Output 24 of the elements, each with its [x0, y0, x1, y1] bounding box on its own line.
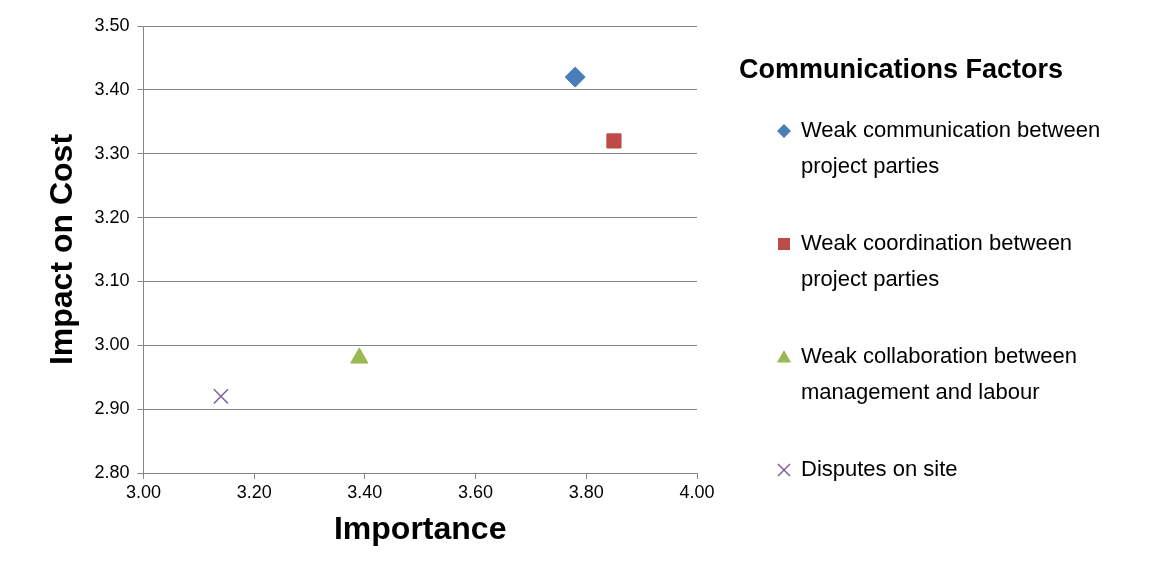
point [213, 388, 229, 405]
y-axis-title: Impact on Cost [43, 133, 80, 366]
x-tick-label: 3.60 [458, 481, 494, 502]
point [606, 133, 622, 149]
y-tick-label: 3.50 [94, 14, 130, 35]
y-tick-label: 3.40 [94, 78, 130, 99]
y-tick-label: 3.10 [94, 270, 130, 291]
x-tick-label: 4.00 [679, 481, 715, 502]
y-tick-label: 3.20 [94, 206, 130, 227]
y-tick-label: 3.30 [94, 142, 130, 163]
y-tick-label: 2.90 [94, 398, 130, 419]
legend-label: Weak coordination between project parties [801, 230, 1073, 292]
x-axis-title: Importance [333, 509, 507, 546]
legend-label: Disputes on site [801, 456, 958, 482]
x-tick-label: 3.40 [347, 481, 383, 502]
legend-label: Weak collaboration between management and labour [801, 343, 1077, 405]
x-tick-label: 3.20 [236, 481, 272, 502]
legend-label: Weak communication between project parties [801, 117, 1101, 179]
point [564, 66, 586, 88]
x-tick-label: 3.00 [125, 481, 161, 502]
legend-title: Communications Factors [739, 54, 1064, 85]
y-tick-label: 3.00 [94, 334, 130, 355]
y-tick-label: 2.80 [94, 461, 130, 482]
x-tick-label: 3.80 [568, 481, 604, 502]
